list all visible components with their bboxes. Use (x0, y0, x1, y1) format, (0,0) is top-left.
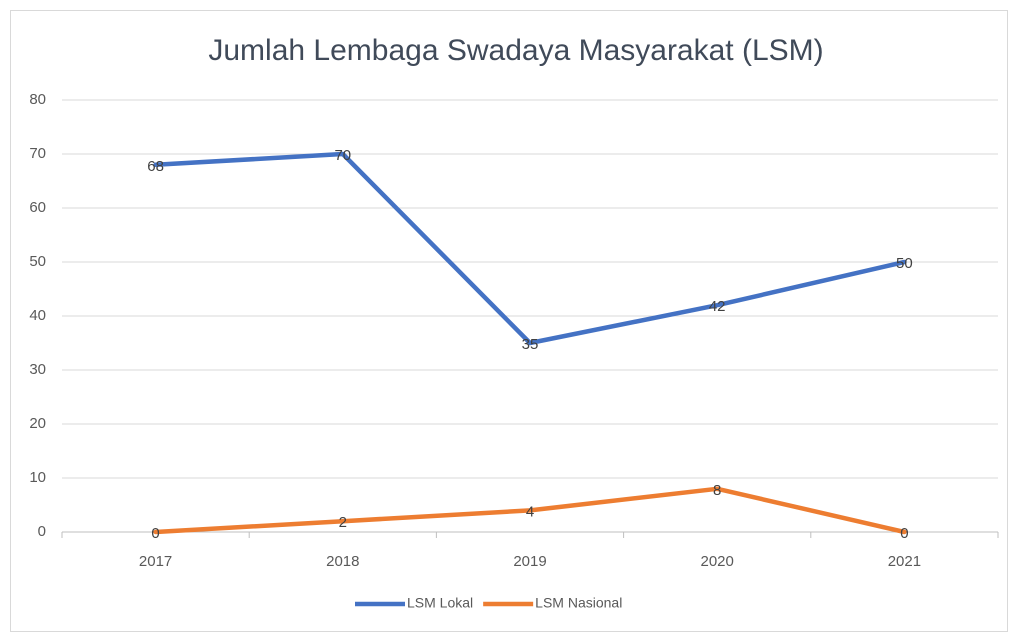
data-label: 2 (339, 514, 347, 531)
y-tick-label: 60 (29, 199, 46, 216)
y-tick-label: 70 (29, 145, 46, 162)
x-tick-label: 2020 (701, 553, 734, 570)
y-tick-label: 40 (29, 307, 46, 324)
data-label: 0 (151, 525, 159, 542)
data-label: 8 (713, 482, 721, 499)
legend-label: LSM Lokal (407, 595, 473, 611)
data-label: 68 (147, 158, 164, 175)
data-label: 4 (526, 503, 534, 520)
data-label: 35 (522, 336, 539, 353)
data-label: 70 (334, 147, 351, 164)
y-tick-label: 10 (29, 469, 46, 486)
data-label: 42 (709, 298, 726, 315)
y-tick-label: 30 (29, 361, 46, 378)
legend-label: LSM Nasional (535, 595, 622, 611)
series-line (153, 151, 907, 346)
x-tick-label: 2021 (888, 553, 921, 570)
x-tick-label: 2018 (326, 553, 359, 570)
y-tick-label: 20 (29, 415, 46, 432)
y-tick-label: 50 (29, 253, 46, 270)
y-tick-label: 80 (29, 91, 46, 108)
x-tick-label: 2019 (513, 553, 546, 570)
data-label: 0 (900, 525, 908, 542)
series-line (153, 486, 907, 535)
chart-title: Jumlah Lembaga Swadaya Masyarakat (LSM) (208, 34, 823, 67)
x-tick-label: 2017 (139, 553, 172, 570)
data-label: 50 (896, 255, 913, 272)
y-tick-label: 0 (38, 523, 46, 540)
